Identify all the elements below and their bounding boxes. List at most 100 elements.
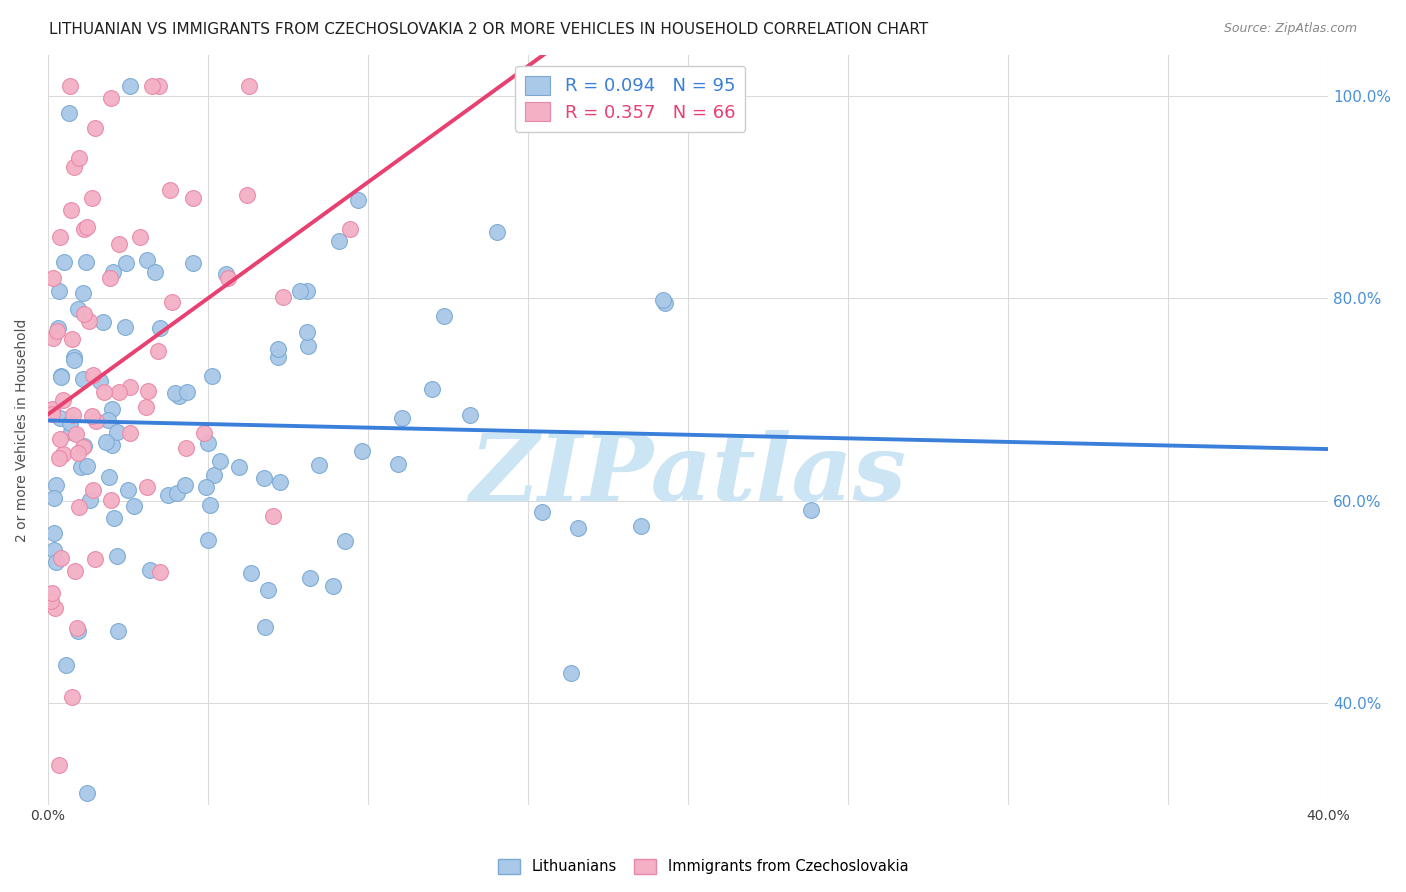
Point bbox=[44, 601, 66, 615]
Point bbox=[630, 519, 652, 533]
Point bbox=[352, 444, 374, 458]
Point bbox=[120, 78, 142, 93]
Point bbox=[44, 491, 66, 505]
Point bbox=[433, 309, 456, 323]
Point bbox=[82, 483, 104, 497]
Point bbox=[149, 566, 172, 580]
Point bbox=[76, 786, 98, 800]
Point bbox=[44, 526, 66, 541]
Legend: Lithuanians, Immigrants from Czechoslovakia: Lithuanians, Immigrants from Czechoslova… bbox=[492, 853, 914, 880]
Point bbox=[100, 91, 122, 105]
Legend: R = 0.094   N = 95, R = 0.357   N = 66: R = 0.094 N = 95, R = 0.357 N = 66 bbox=[515, 66, 745, 132]
Point bbox=[82, 368, 104, 382]
Point bbox=[266, 350, 288, 364]
Point bbox=[157, 488, 180, 502]
Point bbox=[124, 499, 146, 513]
Point bbox=[297, 325, 319, 339]
Point bbox=[115, 256, 138, 270]
Point bbox=[76, 458, 98, 473]
Point bbox=[253, 620, 276, 634]
Point bbox=[202, 468, 225, 483]
Text: Source: ZipAtlas.com: Source: ZipAtlas.com bbox=[1223, 22, 1357, 36]
Point bbox=[105, 549, 128, 563]
Point bbox=[197, 436, 219, 450]
Point bbox=[41, 585, 63, 599]
Point bbox=[308, 458, 330, 473]
Point bbox=[44, 543, 66, 558]
Point bbox=[181, 256, 204, 270]
Point bbox=[160, 295, 183, 310]
Point bbox=[59, 78, 82, 93]
Point bbox=[800, 502, 823, 516]
Point bbox=[103, 265, 125, 279]
Point bbox=[651, 293, 673, 308]
Point bbox=[45, 324, 67, 338]
Point bbox=[49, 432, 72, 446]
Point bbox=[238, 78, 260, 93]
Point bbox=[46, 321, 69, 335]
Point bbox=[328, 235, 350, 249]
Point bbox=[107, 624, 129, 638]
Point bbox=[262, 508, 284, 523]
Point bbox=[194, 480, 217, 494]
Point bbox=[97, 413, 120, 427]
Point bbox=[146, 343, 169, 358]
Point bbox=[201, 368, 224, 383]
Point bbox=[93, 384, 115, 399]
Point bbox=[72, 372, 94, 386]
Text: ZIPatlas: ZIPatlas bbox=[470, 430, 907, 520]
Point bbox=[485, 225, 508, 239]
Point bbox=[67, 151, 90, 165]
Point bbox=[63, 160, 86, 174]
Point bbox=[79, 493, 101, 508]
Point bbox=[299, 571, 322, 585]
Point bbox=[136, 253, 159, 268]
Point bbox=[136, 384, 159, 398]
Point bbox=[181, 191, 204, 205]
Point bbox=[267, 342, 290, 356]
Point bbox=[76, 220, 98, 235]
Point bbox=[114, 320, 136, 334]
Point bbox=[72, 440, 94, 454]
Point bbox=[297, 339, 319, 353]
Point bbox=[256, 583, 278, 598]
Point bbox=[215, 268, 238, 282]
Point bbox=[322, 579, 344, 593]
Point bbox=[60, 332, 83, 346]
Point bbox=[198, 498, 221, 512]
Point bbox=[51, 370, 73, 384]
Point bbox=[143, 265, 166, 279]
Point bbox=[236, 188, 259, 202]
Point bbox=[105, 425, 128, 439]
Point bbox=[62, 409, 84, 423]
Point bbox=[269, 475, 291, 490]
Point bbox=[48, 284, 70, 298]
Point bbox=[288, 284, 311, 298]
Point bbox=[73, 439, 96, 453]
Point bbox=[139, 563, 162, 577]
Point bbox=[167, 389, 190, 403]
Point bbox=[48, 757, 70, 772]
Point bbox=[387, 457, 409, 471]
Point bbox=[41, 402, 63, 417]
Text: LITHUANIAN VS IMMIGRANTS FROM CZECHOSLOVAKIA 2 OR MORE VEHICLES IN HOUSEHOLD COR: LITHUANIAN VS IMMIGRANTS FROM CZECHOSLOV… bbox=[49, 22, 928, 37]
Point bbox=[217, 271, 239, 285]
Point bbox=[53, 255, 76, 269]
Point bbox=[163, 385, 186, 400]
Point bbox=[41, 408, 63, 422]
Point bbox=[228, 460, 250, 475]
Point bbox=[94, 434, 117, 449]
Point bbox=[73, 222, 96, 236]
Point bbox=[84, 120, 107, 135]
Point bbox=[100, 493, 122, 508]
Point bbox=[98, 271, 121, 285]
Point bbox=[66, 624, 89, 639]
Point bbox=[63, 351, 86, 365]
Point bbox=[460, 408, 482, 422]
Point bbox=[51, 369, 73, 384]
Point bbox=[52, 392, 75, 407]
Point bbox=[391, 411, 413, 425]
Point bbox=[51, 447, 73, 461]
Point bbox=[197, 533, 219, 548]
Point bbox=[100, 438, 122, 452]
